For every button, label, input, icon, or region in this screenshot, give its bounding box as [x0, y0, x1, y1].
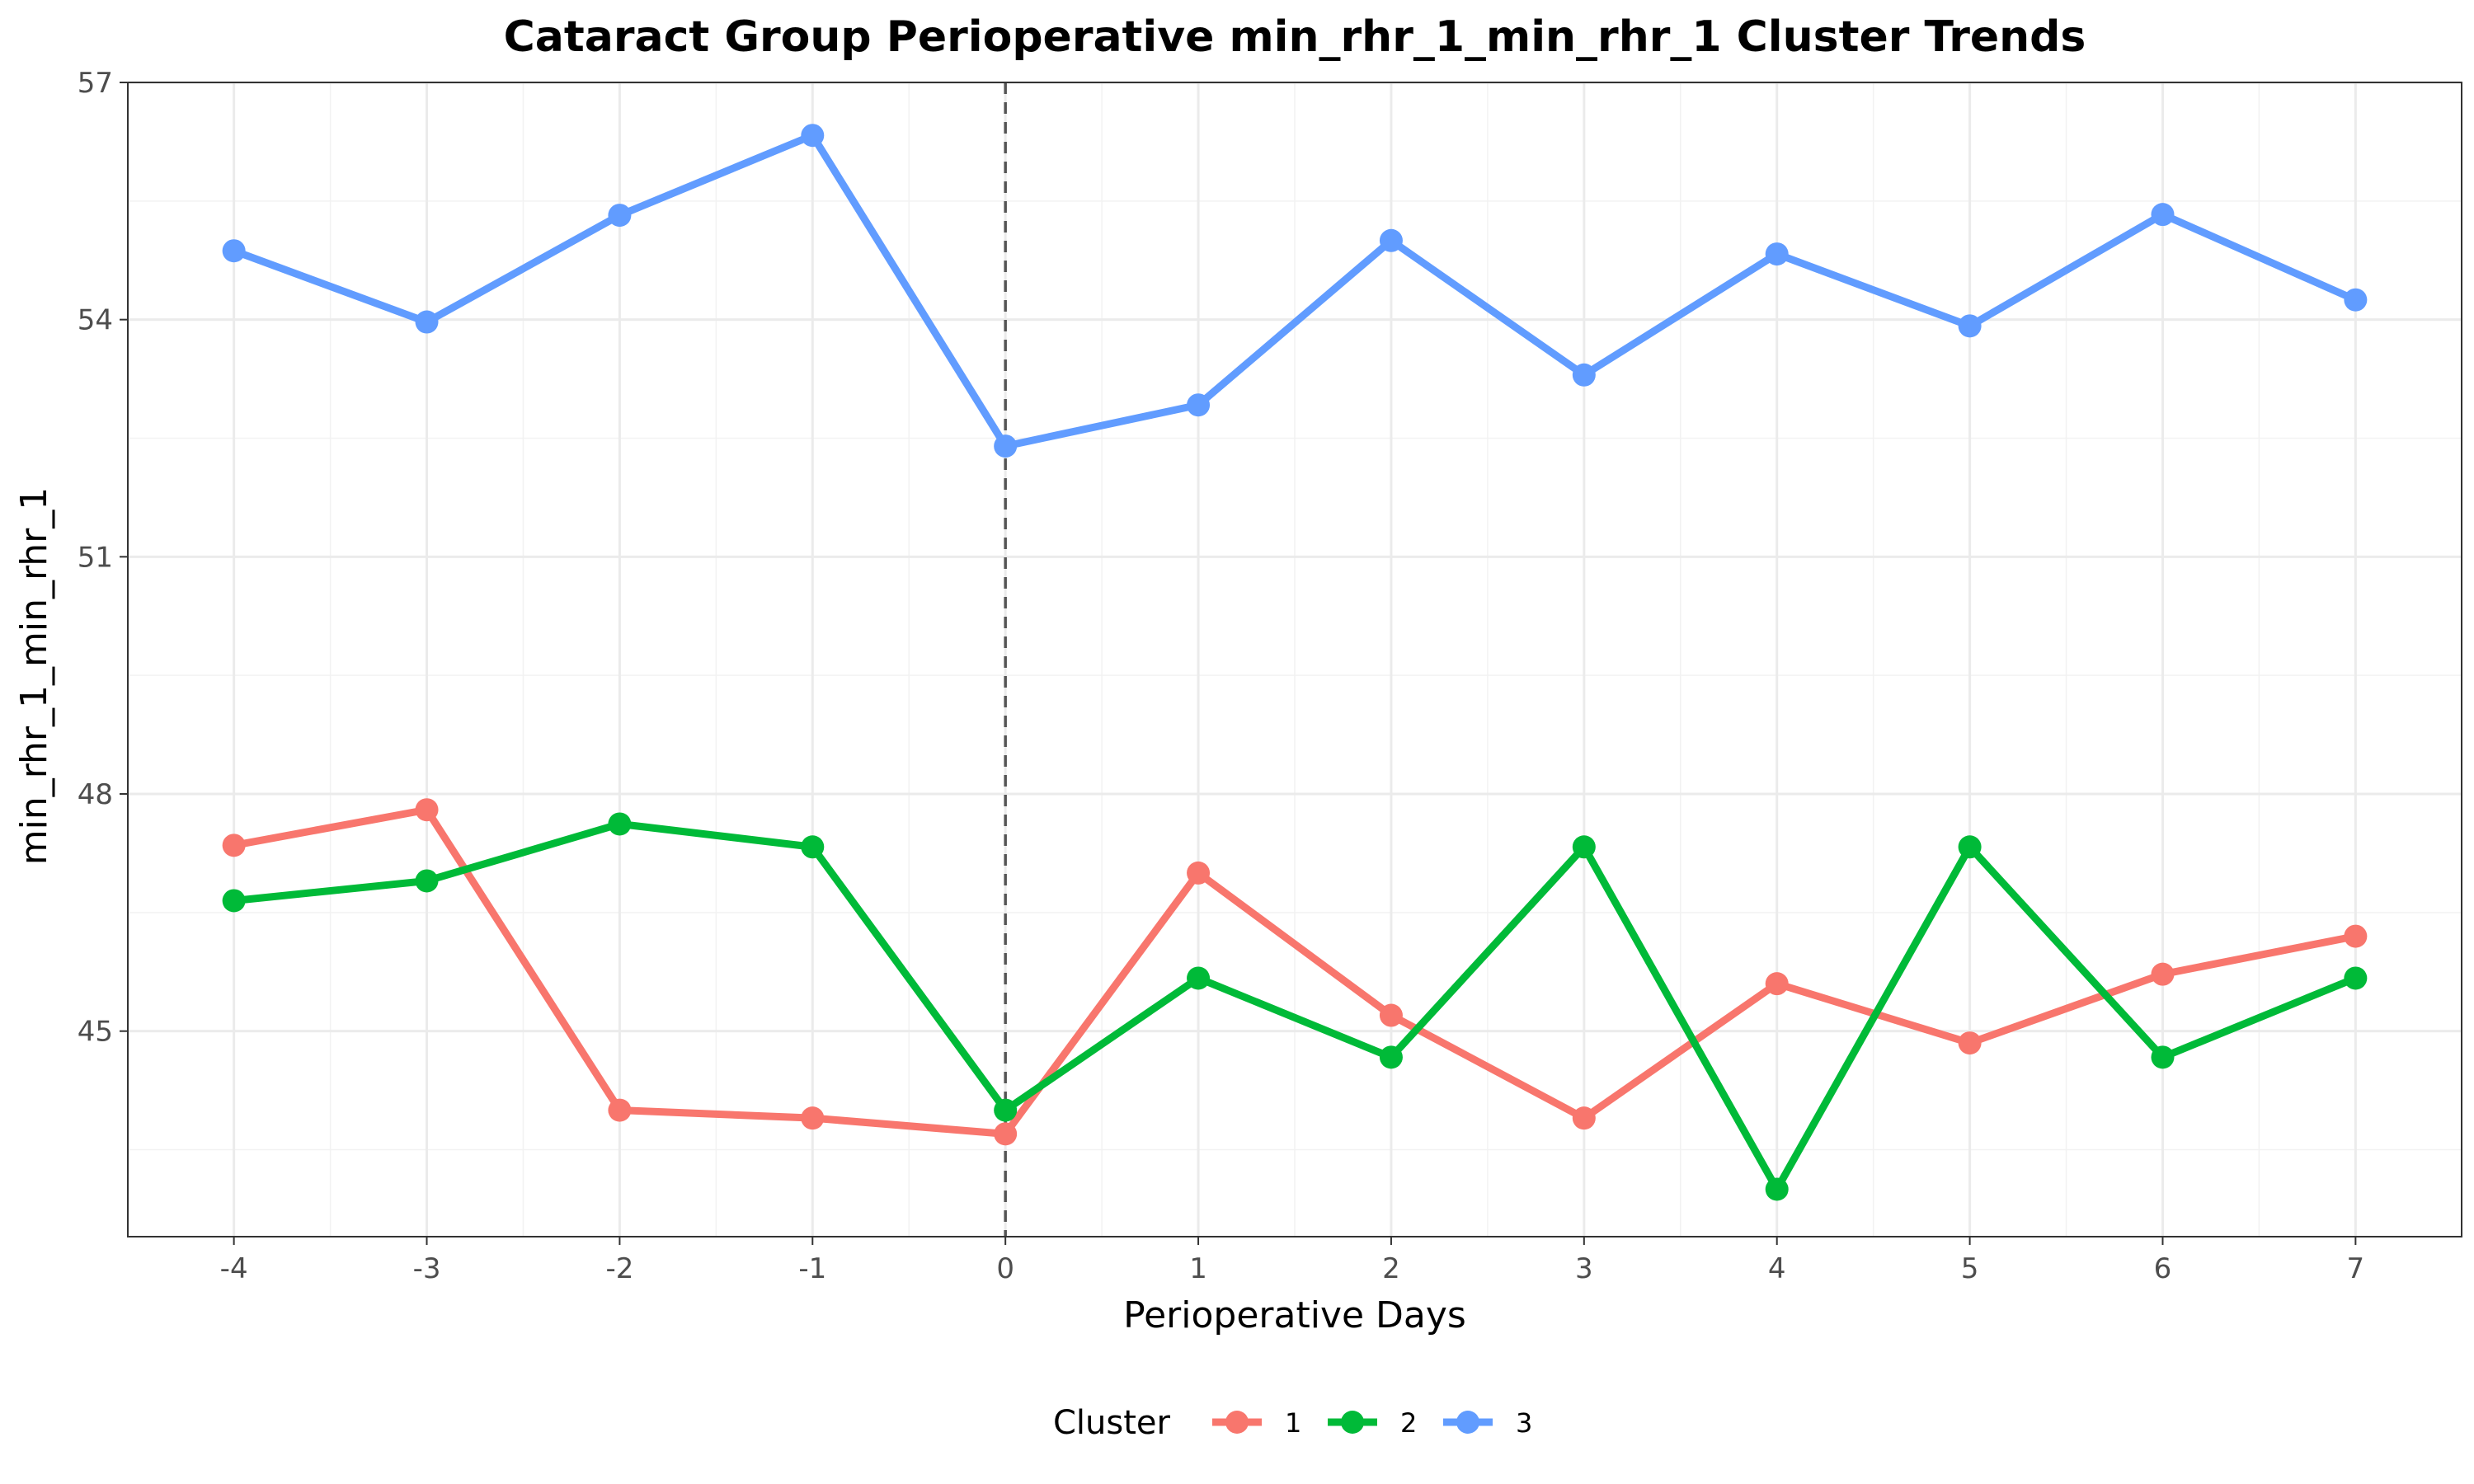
- x-tick-label: -3: [413, 1252, 441, 1285]
- series-2: [222, 812, 2368, 1201]
- series-2-point: [608, 812, 632, 836]
- series-3-point: [2151, 203, 2175, 227]
- series-3-point: [801, 124, 825, 148]
- x-tick-label: 3: [1575, 1252, 1593, 1285]
- series-3-point: [994, 434, 1018, 458]
- y-tick-label: 48: [78, 778, 113, 811]
- series-3-point: [1379, 228, 1403, 252]
- y-tick-label: 54: [78, 304, 113, 337]
- y-axis-title: min_rhr_1_min_rhr_1: [13, 487, 55, 866]
- series-3-point: [2344, 288, 2368, 312]
- series-1-point: [222, 834, 246, 857]
- series-1-point: [1572, 1106, 1596, 1130]
- x-tick-label: 1: [1189, 1252, 1207, 1285]
- series-2-point: [222, 889, 246, 913]
- series-2-point: [1379, 1045, 1403, 1069]
- series-3-point: [1958, 314, 1982, 338]
- series-layer: [222, 124, 2368, 1201]
- series-2-point: [415, 869, 439, 893]
- x-tick-label: 5: [1961, 1252, 1979, 1285]
- legend-item-3: 3: [1443, 1407, 1532, 1439]
- legend: Cluster 1 2 3: [1053, 1404, 1532, 1442]
- series-3-point: [1187, 393, 1211, 417]
- series-1-point: [1187, 861, 1211, 885]
- y-tick-label: 45: [78, 1016, 113, 1049]
- legend-key-point: [1341, 1411, 1364, 1434]
- series-1-point: [2344, 924, 2368, 948]
- series-2-point: [1958, 835, 1982, 859]
- x-tick-label: -2: [605, 1252, 633, 1285]
- series-1: [222, 798, 2368, 1146]
- legend-item-1: 1: [1212, 1407, 1301, 1439]
- series-1-point: [994, 1122, 1018, 1146]
- x-tick-label: 7: [2347, 1252, 2365, 1285]
- series-2-point: [801, 835, 825, 859]
- x-tick-label: 2: [1382, 1252, 1400, 1285]
- x-axis-title: Perioperative Days: [1123, 1294, 1466, 1336]
- series-1-line: [230, 805, 2359, 1138]
- series-2-point: [2344, 966, 2368, 990]
- x-tick-label: -1: [798, 1252, 826, 1285]
- grid: [128, 81, 2462, 1237]
- legend-label: 2: [1400, 1407, 1417, 1439]
- legend-item-2: 2: [1328, 1407, 1417, 1439]
- series-1-point: [415, 798, 439, 822]
- series-3-point: [1572, 363, 1596, 387]
- legend-label: 1: [1285, 1407, 1301, 1439]
- series-1-point: [2151, 962, 2175, 986]
- series-2-point: [1187, 966, 1211, 990]
- plot-panel-border: [127, 82, 2462, 1237]
- series-3-point: [415, 310, 439, 334]
- series-3-point: [222, 239, 246, 263]
- legend-key-point: [1456, 1411, 1479, 1434]
- y-tick-label: 57: [78, 67, 113, 100]
- series-2-line: [230, 819, 2359, 1193]
- legend-key-point: [1225, 1411, 1249, 1434]
- chart-title: Cataract Group Perioperative min_rhr_1_m…: [504, 12, 2086, 62]
- x-tick-label: 0: [996, 1252, 1014, 1285]
- series-2-point: [1572, 835, 1596, 859]
- legend-label: 3: [1516, 1407, 1532, 1439]
- x-tick-label: 4: [1768, 1252, 1786, 1285]
- series-2-point: [1765, 1177, 1789, 1201]
- y-tick-label: 51: [78, 541, 113, 574]
- x-tick-label: 6: [2154, 1252, 2172, 1285]
- series-3: [222, 124, 2368, 458]
- legend-title: Cluster: [1053, 1404, 1171, 1442]
- series-3-point: [1765, 242, 1789, 266]
- series-3-point: [608, 204, 632, 228]
- series-1-point: [1765, 972, 1789, 996]
- series-1-point: [608, 1098, 632, 1122]
- series-2-point: [994, 1098, 1018, 1122]
- series-1-point: [1379, 1003, 1403, 1027]
- x-tick-label: -4: [220, 1252, 248, 1285]
- series-3-line: [230, 131, 2359, 450]
- series-1-point: [1958, 1031, 1982, 1055]
- series-1-point: [801, 1106, 825, 1130]
- series-2-point: [2151, 1045, 2175, 1069]
